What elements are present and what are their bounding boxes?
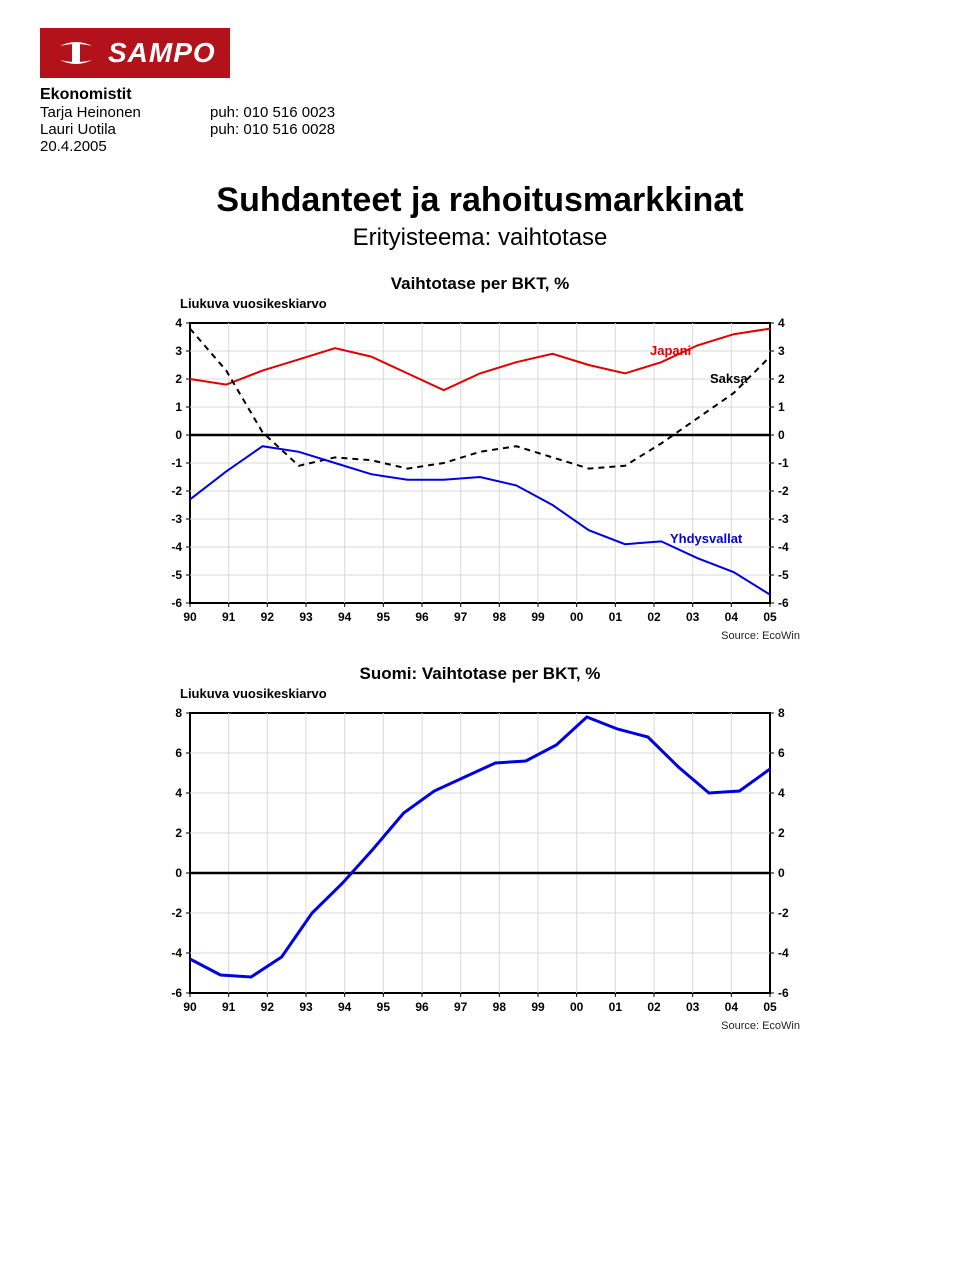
svg-text:94: 94 [338,610,352,623]
svg-text:91: 91 [222,610,236,623]
svg-text:4: 4 [778,316,785,330]
svg-text:3: 3 [778,344,785,358]
svg-text:-1: -1 [778,456,789,470]
economist-phone-0: puh: 010 516 0023 [210,104,335,121]
svg-text:04: 04 [725,1000,739,1013]
svg-text:02: 02 [647,610,661,623]
chart-2: Suomi: Vaihtotase per BKT, % Liukuva vuo… [40,664,920,1032]
svg-text:92: 92 [261,1000,275,1013]
svg-text:Yhdysvallat: Yhdysvallat [670,531,743,546]
svg-text:-3: -3 [171,512,182,526]
svg-text:90: 90 [183,1000,197,1013]
svg-text:99: 99 [531,1000,545,1013]
chart-1-subtitle: Liukuva vuosikeskiarvo [180,296,920,311]
page-subtitle: Erityisteema: vaihtotase [40,224,920,252]
svg-text:-4: -4 [778,946,789,960]
svg-text:-6: -6 [171,596,182,610]
svg-text:-1: -1 [171,456,182,470]
chart-1-plot: 4433221100-1-1-2-2-3-3-4-4-5-5-6-6909192… [140,313,820,623]
svg-text:-2: -2 [778,906,789,920]
svg-text:8: 8 [778,706,785,720]
chart-2-title: Suomi: Vaihtotase per BKT, % [40,664,920,684]
svg-text:-2: -2 [171,906,182,920]
svg-text:Saksa: Saksa [710,371,748,386]
svg-text:95: 95 [377,610,391,623]
svg-text:03: 03 [686,1000,700,1013]
svg-text:93: 93 [299,610,313,623]
svg-text:95: 95 [377,1000,391,1013]
svg-text:1: 1 [175,400,182,414]
chart-1: Vaihtotase per BKT, % Liukuva vuosikeski… [40,274,920,642]
svg-text:2: 2 [778,372,785,386]
svg-text:-5: -5 [778,568,789,582]
svg-text:05: 05 [763,610,777,623]
chart-1-title: Vaihtotase per BKT, % [40,274,920,294]
svg-text:98: 98 [493,1000,507,1013]
svg-text:00: 00 [570,1000,584,1013]
svg-text:-4: -4 [778,540,789,554]
header-date: 20.4.2005 [40,138,920,155]
svg-text:-3: -3 [778,512,789,526]
svg-text:-4: -4 [171,540,182,554]
chart-2-subtitle: Liukuva vuosikeskiarvo [180,686,920,701]
svg-text:96: 96 [415,1000,429,1013]
svg-text:0: 0 [175,428,182,442]
svg-text:92: 92 [261,610,275,623]
svg-text:-2: -2 [171,484,182,498]
header-block: Ekonomistit Tarja Heinonen puh: 010 516 … [40,86,920,155]
svg-text:-5: -5 [171,568,182,582]
svg-text:99: 99 [531,610,545,623]
brand-logo: SAMPO [40,28,230,78]
svg-text:-4: -4 [171,946,182,960]
svg-text:4: 4 [175,316,182,330]
svg-text:-2: -2 [778,484,789,498]
svg-text:4: 4 [175,786,182,800]
chart-2-source: Source: EcoWin [40,1020,800,1032]
svg-text:04: 04 [725,610,739,623]
svg-text:01: 01 [609,1000,623,1013]
svg-text:Japani: Japani [650,343,691,358]
chart-2-plot: 8866442200-2-2-4-4-6-6909192939495969798… [140,703,820,1013]
economist-phone-1: puh: 010 516 0028 [210,121,335,138]
svg-text:91: 91 [222,1000,236,1013]
svg-text:6: 6 [175,746,182,760]
svg-text:97: 97 [454,610,468,623]
svg-text:4: 4 [778,786,785,800]
svg-text:96: 96 [415,610,429,623]
svg-text:00: 00 [570,610,584,623]
economist-name-0: Tarja Heinonen [40,104,210,121]
svg-text:1: 1 [778,400,785,414]
chart-1-source: Source: EcoWin [40,630,800,642]
svg-text:0: 0 [778,866,785,880]
svg-text:2: 2 [175,826,182,840]
svg-text:8: 8 [175,706,182,720]
svg-text:-6: -6 [778,596,789,610]
svg-text:2: 2 [175,372,182,386]
economist-name-1: Lauri Uotila [40,121,210,138]
page-title: Suhdanteet ja rahoitusmarkkinat [40,181,920,220]
svg-text:97: 97 [454,1000,468,1013]
svg-text:0: 0 [175,866,182,880]
header-heading: Ekonomistit [40,86,920,104]
svg-text:02: 02 [647,1000,661,1013]
svg-text:94: 94 [338,1000,352,1013]
svg-text:-6: -6 [778,986,789,1000]
svg-text:-6: -6 [171,986,182,1000]
logo-text: SAMPO [108,37,216,69]
svg-text:01: 01 [609,610,623,623]
svg-text:05: 05 [763,1000,777,1013]
logo-mark-icon [54,36,98,70]
svg-text:98: 98 [493,610,507,623]
svg-text:0: 0 [778,428,785,442]
svg-text:03: 03 [686,610,700,623]
svg-text:2: 2 [778,826,785,840]
svg-text:93: 93 [299,1000,313,1013]
svg-text:3: 3 [175,344,182,358]
svg-text:90: 90 [183,610,197,623]
svg-text:6: 6 [778,746,785,760]
